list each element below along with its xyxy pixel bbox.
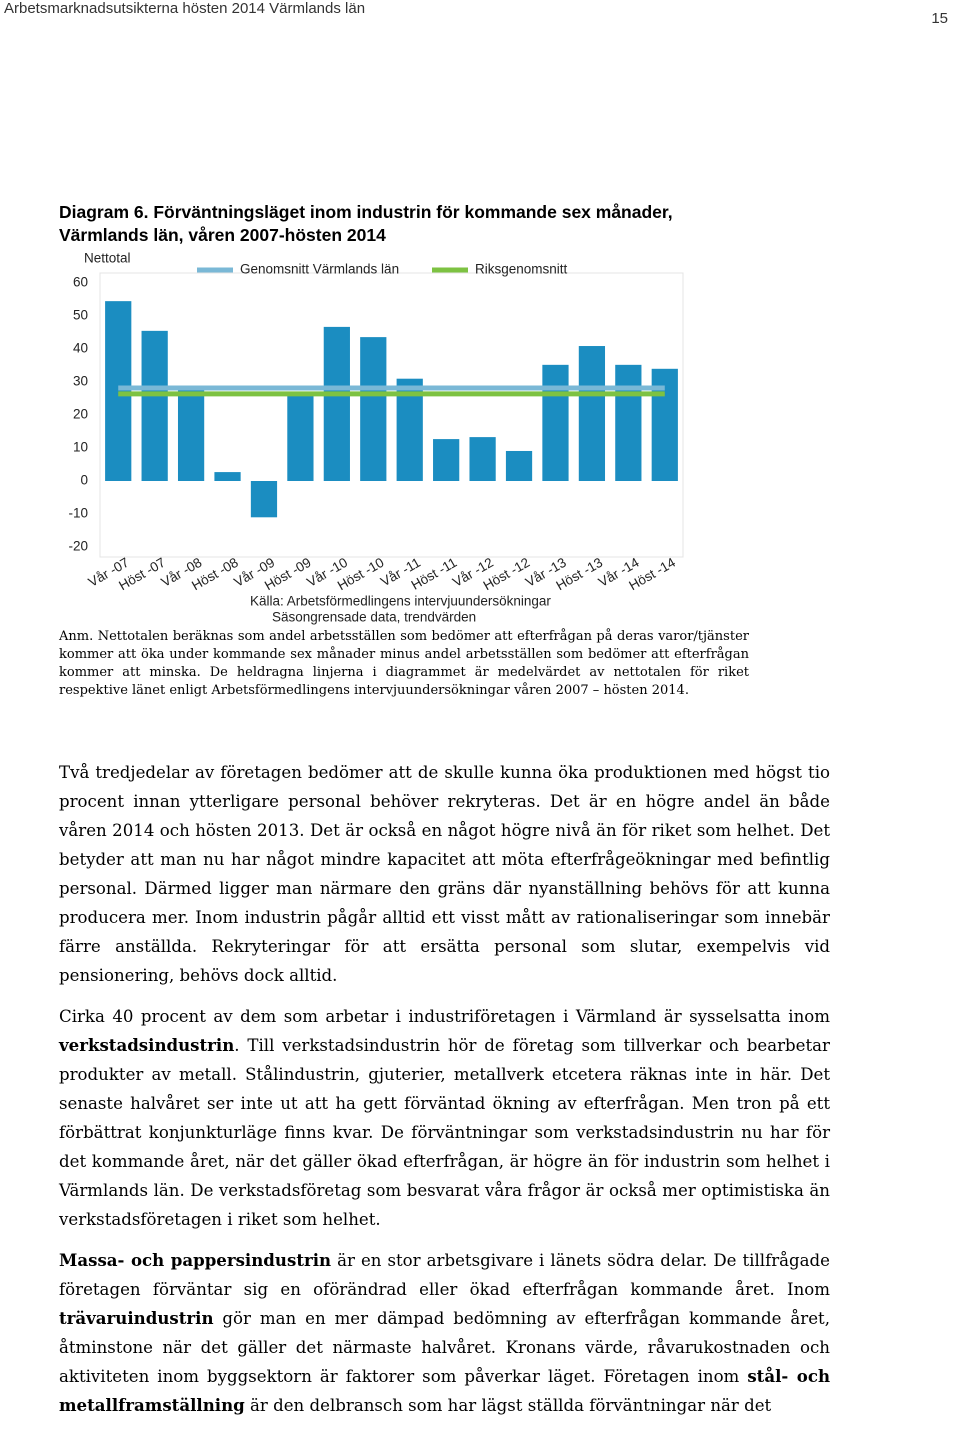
y-tick-label: -20	[68, 539, 88, 554]
chart-title: Diagram 6. Förväntningsläget inom indust…	[59, 201, 673, 247]
y-axis-label: Nettotal	[84, 251, 131, 266]
bold-text: Massa- och pappersindustrin	[59, 1250, 332, 1270]
text-run: gör man en mer dämpad bedömning av efter…	[59, 1309, 830, 1386]
bar	[141, 330, 168, 481]
title-line: Diagram 6. Förväntningsläget inom indust…	[59, 202, 673, 222]
text-run: Cirka 40 procent av dem som arbetar i in…	[59, 1007, 830, 1026]
y-tick-label: 30	[73, 374, 88, 389]
paragraph: Cirka 40 procent av dem som arbetar i in…	[59, 1002, 830, 1234]
header-title: Arbetsmarknadsutsikterna hösten 2014 Vär…	[4, 0, 366, 17]
bar	[177, 390, 205, 481]
bar	[578, 346, 606, 481]
y-tick-label: 50	[73, 308, 88, 323]
bold-text: verkstadsindustrin	[59, 1035, 235, 1055]
y-tick-label: 0	[80, 473, 88, 488]
page-number: 15	[931, 10, 948, 27]
bar	[105, 301, 132, 481]
y-tick-label: 60	[73, 275, 88, 290]
bar	[214, 472, 241, 481]
y-tick-label: 10	[73, 440, 88, 455]
bar	[542, 364, 569, 481]
text-run: är den delbransch som har lägst ställda …	[244, 1396, 772, 1415]
bar	[250, 481, 278, 518]
bar	[505, 450, 533, 481]
text-run: är en stor arbetsgivare i länets södra d…	[59, 1251, 830, 1299]
legend-label: Genomsnitt Värmlands län	[240, 262, 399, 277]
paragraph: Massa- och pappersindustrin är en stor a…	[59, 1246, 830, 1420]
bar	[323, 326, 350, 481]
y-tick-label: 20	[73, 407, 88, 422]
legend-label: Riksgenomsnitt	[475, 262, 568, 277]
source-line: Källa: Arbetsförmedlingens intervjuunder…	[250, 594, 551, 609]
note: Anm. Nettotalen beräknas som andel arbet…	[59, 629, 749, 698]
bar	[469, 437, 496, 481]
bar	[287, 395, 314, 481]
text-run: . Till verkstadsindustrin hör de företag…	[59, 1036, 830, 1229]
bar	[360, 337, 387, 481]
text-run: Två tredjedelar av företagen bedömer att…	[59, 763, 830, 985]
bar	[615, 364, 642, 481]
plot-frame	[99, 272, 684, 558]
bar	[433, 439, 460, 481]
y-tick-label: 40	[73, 341, 88, 356]
source-line: Säsongrensade data, trendvärden	[272, 610, 476, 625]
y-tick-label: -10	[68, 506, 88, 521]
bold-text: trävaruindustrin	[59, 1308, 214, 1328]
title-line: Värmlands län, våren 2007-hösten 2014	[59, 225, 386, 245]
body-text: Två tredjedelar av företagen bedömer att…	[59, 758, 830, 1432]
paragraph: Två tredjedelar av företagen bedömer att…	[59, 758, 830, 990]
